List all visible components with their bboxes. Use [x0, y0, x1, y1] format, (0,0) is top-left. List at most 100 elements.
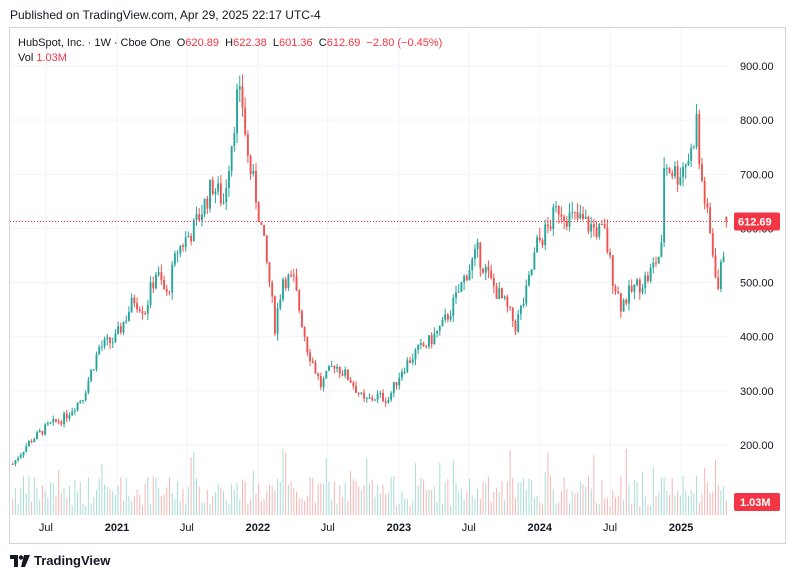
volume-bar	[558, 502, 560, 515]
symbol-name[interactable]: HubSpot, Inc.	[18, 37, 85, 49]
volume-bar	[385, 493, 387, 515]
candle-body	[373, 399, 376, 401]
candle-body	[268, 262, 271, 283]
volume-bar	[47, 498, 49, 515]
volume-bar	[112, 490, 114, 515]
volume-bar	[658, 493, 660, 515]
candle-body	[387, 399, 390, 403]
volume-bar	[358, 486, 360, 515]
candle-body	[314, 362, 317, 374]
volume-bar	[377, 484, 379, 515]
volume-bar	[25, 493, 27, 515]
candle-body	[495, 286, 498, 299]
candle-body	[14, 460, 17, 465]
candle-body	[44, 424, 47, 435]
candle-body	[344, 369, 347, 376]
candle-body	[311, 360, 314, 363]
volume-bar	[431, 490, 433, 515]
candle-body	[117, 326, 120, 334]
candle-body	[290, 274, 293, 276]
volume-bar	[328, 482, 330, 515]
close-label: C	[318, 37, 327, 49]
tradingview-logo-icon	[10, 554, 30, 567]
candle-body	[355, 386, 357, 393]
candle-body	[206, 198, 209, 209]
candle-body	[719, 261, 722, 289]
volume-bar	[566, 488, 568, 515]
volume-bar	[239, 499, 241, 515]
candle-body	[490, 270, 493, 278]
volume-bar	[277, 478, 279, 515]
interval[interactable]: 1W	[94, 37, 111, 49]
volume-bar	[704, 467, 706, 515]
volume-bar	[693, 493, 695, 515]
volume-bar	[396, 505, 398, 515]
volume-bar	[66, 498, 68, 515]
volume-bar	[493, 492, 495, 515]
volume-label[interactable]: Vol	[18, 52, 34, 64]
volume-bar	[106, 486, 108, 515]
volume-bar	[423, 479, 425, 515]
volume-bar	[663, 477, 665, 515]
candle-body	[257, 202, 260, 222]
volume-bar	[306, 496, 308, 515]
volume-bar	[569, 503, 571, 515]
candle-body	[703, 180, 706, 204]
high-value: 622.38	[233, 37, 267, 49]
volume-bar	[660, 477, 662, 515]
volume-bar	[674, 496, 676, 515]
candle-body	[690, 147, 693, 161]
candle-body	[687, 160, 690, 166]
x-tick-label: Jul	[180, 522, 194, 534]
volume-bar	[714, 459, 716, 515]
candle-body	[71, 411, 74, 416]
candle-body	[509, 306, 512, 308]
volume-bar	[458, 492, 460, 515]
volume-bar	[723, 486, 725, 515]
volume-bar	[706, 482, 708, 515]
separator-dot: ·	[113, 37, 118, 49]
volume-bar	[601, 480, 603, 515]
candle-body	[357, 392, 360, 394]
volume-bar	[17, 504, 19, 515]
volume-bar	[252, 470, 254, 515]
volume-bar	[331, 499, 333, 515]
candle-body	[265, 235, 268, 263]
volume-bar	[447, 479, 449, 515]
volume-bar	[463, 499, 465, 515]
volume-bar	[471, 495, 473, 515]
tradingview-brand[interactable]: TradingView	[10, 553, 110, 568]
candle-body	[371, 397, 374, 401]
x-tick-label: 2023	[387, 522, 411, 534]
candle-body	[122, 321, 125, 333]
candle-body	[557, 205, 560, 215]
volume-bar	[533, 498, 535, 515]
volume-bar	[355, 480, 357, 515]
volume-bar	[44, 491, 46, 515]
volume-bar	[441, 503, 443, 515]
volume-bar	[141, 505, 143, 515]
candle-body	[625, 299, 628, 304]
candle-body	[603, 224, 606, 228]
volume-bar	[136, 489, 138, 515]
volume-value: 1.03M	[36, 52, 67, 64]
candle-body	[41, 430, 44, 435]
candle-body	[155, 274, 157, 289]
separator-dot: ·	[87, 37, 92, 49]
candle-body	[103, 339, 106, 347]
volume-bar	[541, 504, 543, 515]
open-label: O	[176, 37, 186, 49]
change-value: −2.80 (−0.45%)	[366, 37, 443, 49]
volume-bar	[466, 490, 468, 515]
volume-bar	[628, 484, 630, 515]
volume-bar	[474, 498, 476, 515]
volume-bar	[477, 488, 479, 515]
volume-bar	[190, 457, 192, 515]
candle-body	[84, 392, 87, 400]
volume-bar	[168, 477, 170, 515]
volume-row: Vol 1.03M	[18, 51, 442, 66]
volume-bar	[539, 503, 541, 515]
candle-body	[682, 166, 684, 177]
volume-bar	[655, 495, 657, 515]
